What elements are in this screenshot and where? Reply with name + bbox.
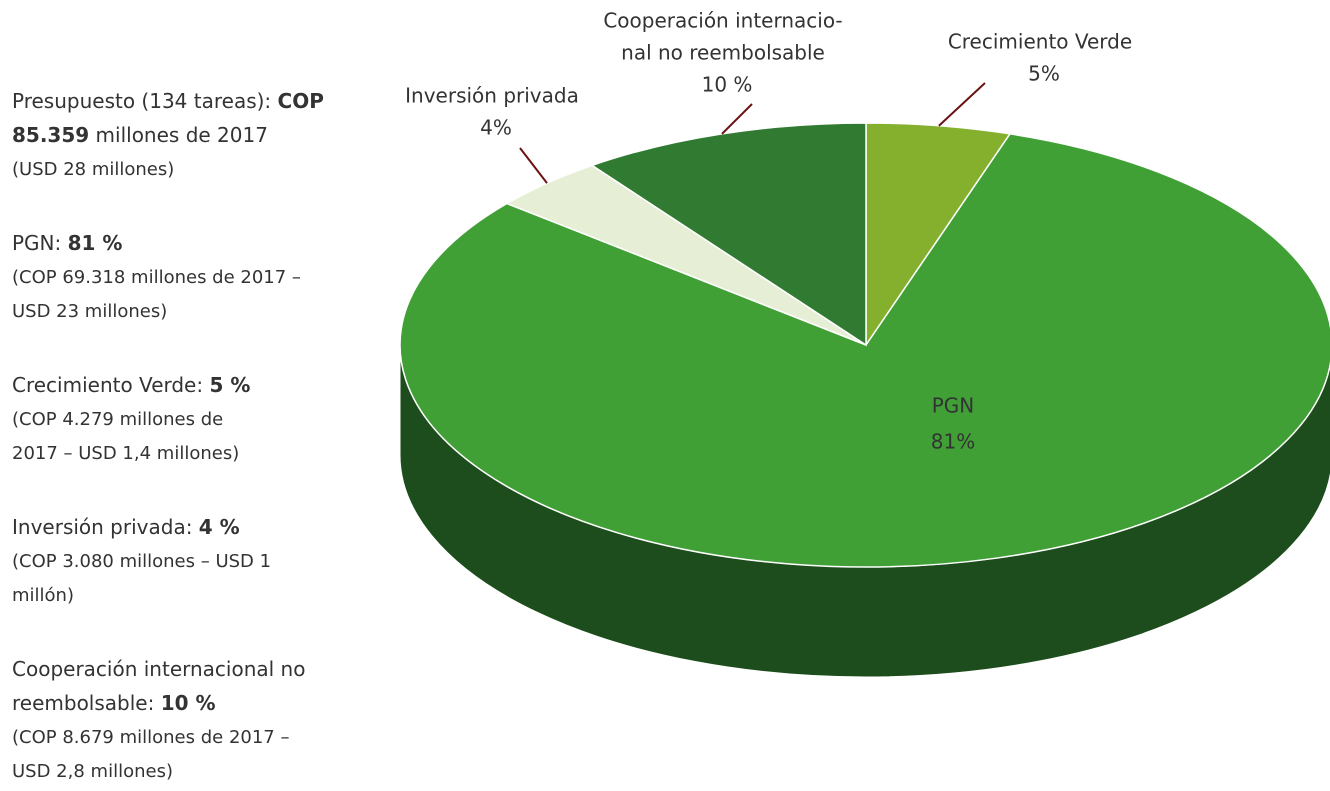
note-run: 85.359: [12, 123, 89, 147]
slice-value-label: 5%: [1028, 62, 1060, 86]
note-detail: USD 23 millones): [12, 301, 167, 322]
note-run: Cooperación internacional no: [12, 657, 305, 681]
note-run: Crecimiento Verde:: [12, 373, 209, 397]
note-line: Presupuesto (134 tareas): COP: [12, 89, 324, 113]
note-detail: USD 2,8 millones): [12, 761, 173, 782]
slice-value-label: 81%: [931, 430, 975, 454]
pie-slice: [590, 122, 867, 347]
note-line: reembolsable: 10 %: [12, 691, 216, 715]
note-detail: (COP 8.679 millones de 2017 –: [12, 727, 289, 748]
leader-line: [938, 82, 986, 127]
note-line: Crecimiento Verde: 5 %: [12, 373, 250, 397]
note-line: Inversión privada: 4 %: [12, 515, 240, 539]
slice-value-label: 4%: [480, 116, 512, 140]
note-detail: (COP 3.080 millones – USD 1: [12, 551, 271, 572]
note-run: Presupuesto (134 tareas):: [12, 89, 278, 113]
note-line: 85.359 millones de 2017: [12, 123, 268, 147]
note-run: 81 %: [68, 231, 123, 255]
note-run: Inversión privada:: [12, 515, 199, 539]
note-run: 10 %: [161, 691, 216, 715]
note-run: millones de 2017: [89, 123, 268, 147]
slice-label: Cooperación internacio-: [603, 9, 842, 33]
leader-line: [519, 147, 548, 184]
note-detail: millón): [12, 585, 74, 606]
slice-label: Crecimiento Verde: [948, 30, 1132, 54]
slice-value-label: 10 %: [702, 73, 753, 97]
note-detail: (USD 28 millones): [12, 159, 174, 180]
note-run: COP: [278, 89, 324, 113]
note-detail: (COP 69.318 millones de 2017 –: [12, 267, 301, 288]
note-detail: (COP 4.279 millones de: [12, 409, 223, 430]
leader-line: [721, 103, 753, 135]
pie-slice: [865, 122, 1012, 348]
slice-label: nal no reembolsable: [621, 41, 825, 65]
note-run: PGN:: [12, 231, 68, 255]
note-run: reembolsable:: [12, 691, 161, 715]
slice-label: Inversión privada: [405, 84, 579, 108]
slice-label: PGN: [932, 394, 975, 418]
note-run: 5 %: [209, 373, 250, 397]
note-line: Cooperación internacional no: [12, 657, 305, 681]
note-run: 4 %: [199, 515, 240, 539]
pie-slice: [399, 133, 1330, 568]
note-detail: 2017 – USD 1,4 millones): [12, 443, 239, 464]
note-line: PGN: 81 %: [12, 231, 122, 255]
